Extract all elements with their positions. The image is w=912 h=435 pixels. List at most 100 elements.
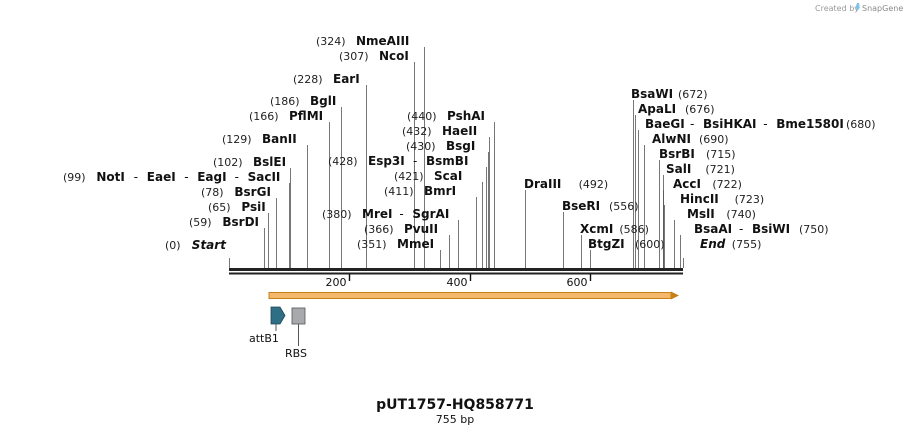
enzyme-separator: - bbox=[413, 154, 417, 168]
enzyme-name[interactable]: BmrI bbox=[424, 184, 456, 198]
enzyme-name[interactable]: BsrGI bbox=[234, 185, 271, 199]
enzyme-name[interactable]: SgrAI bbox=[412, 207, 449, 221]
enzyme-site[interactable]: SalI (721) bbox=[666, 162, 735, 176]
enzyme-name[interactable]: PflMI bbox=[289, 109, 323, 123]
enzyme-site[interactable]: (366) PvuII bbox=[364, 222, 438, 236]
enzyme-name[interactable]: BseRI bbox=[562, 199, 600, 213]
enzyme-name[interactable]: SalI bbox=[666, 162, 691, 176]
enzyme-site[interactable]: End (755) bbox=[700, 237, 761, 251]
sequence-title: pUT1757-HQ858771 bbox=[376, 397, 534, 413]
enzyme-site[interactable]: (428) Esp3I - BsmBI bbox=[328, 154, 468, 168]
enzyme-name[interactable]: MreI bbox=[362, 207, 392, 221]
enzyme-site[interactable]: (440) PshAI bbox=[407, 109, 485, 123]
enzyme-name[interactable]: BsiHKAI bbox=[703, 117, 757, 131]
enzyme-name[interactable]: Bme1580I bbox=[776, 117, 844, 131]
enzyme-site[interactable]: BtgZI (600) bbox=[588, 237, 665, 251]
enzyme-name[interactable]: End bbox=[700, 237, 726, 251]
enzyme-site[interactable]: AlwNI (690) bbox=[652, 132, 729, 146]
enzyme-name[interactable]: BsrDI bbox=[222, 215, 259, 229]
enzyme-site[interactable]: (411) BmrI bbox=[384, 184, 456, 198]
enzyme-position: (411) bbox=[384, 185, 414, 198]
enzyme-name[interactable]: EarI bbox=[333, 72, 360, 86]
enzyme-name[interactable]: EaeI bbox=[147, 170, 176, 184]
enzyme-site[interactable]: (380) MreI - SgrAI bbox=[322, 207, 449, 221]
enzyme-site[interactable]: (432) HaeII bbox=[402, 124, 477, 138]
enzyme-site[interactable]: (129) BanII bbox=[222, 132, 297, 146]
backbone-top-strand bbox=[229, 268, 683, 271]
enzyme-site[interactable]: AccI (722) bbox=[673, 177, 742, 191]
enzyme-name[interactable]: BsgI bbox=[446, 139, 475, 153]
enzyme-site[interactable]: (186) BglI bbox=[270, 94, 336, 108]
enzyme-name[interactable]: ApaLI bbox=[638, 102, 676, 116]
enzyme-name[interactable]: MslI bbox=[687, 207, 715, 221]
enzyme-site[interactable]: (351) MmeI bbox=[357, 237, 434, 251]
enzyme-position: (78) bbox=[201, 186, 224, 199]
enzyme-name[interactable]: NcoI bbox=[379, 49, 409, 63]
enzyme-name[interactable]: HaeII bbox=[442, 124, 477, 138]
enzyme-name[interactable]: Start bbox=[192, 238, 227, 252]
enzyme-site[interactable]: DraIII (492) bbox=[524, 177, 608, 191]
enzyme-site[interactable]: MslI (740) bbox=[687, 207, 756, 221]
enzyme-name[interactable]: BanII bbox=[262, 132, 297, 146]
enzyme-site[interactable]: (307) NcoI bbox=[339, 49, 409, 63]
enzyme-site[interactable]: HincII (723) bbox=[680, 192, 764, 206]
enzyme-name[interactable]: BsiWI bbox=[752, 222, 790, 236]
snapgene-logo-icon bbox=[855, 3, 860, 11]
enzyme-position: (586) bbox=[619, 223, 649, 236]
enzyme-name[interactable]: BglI bbox=[310, 94, 336, 108]
enzyme-name[interactable]: NotI bbox=[96, 170, 125, 184]
enzyme-name[interactable]: AccI bbox=[673, 177, 701, 191]
enzyme-name[interactable]: ScaI bbox=[434, 169, 462, 183]
enzyme-site[interactable]: (0) Start bbox=[165, 238, 227, 252]
enzyme-site[interactable]: (99) NotI - EaeI - EagI - SacII bbox=[63, 170, 280, 184]
enzyme-name[interactable]: BsaAI bbox=[694, 222, 732, 236]
feature-attB1[interactable]: attB1 bbox=[249, 306, 286, 345]
enzyme-site[interactable]: (59) BsrDI bbox=[189, 215, 259, 229]
enzyme-site[interactable]: BseRI (556) bbox=[562, 199, 639, 213]
enzyme-name[interactable]: BsrBI bbox=[659, 147, 695, 161]
enzyme-position: (65) bbox=[208, 201, 231, 214]
enzyme-name[interactable]: BtgZI bbox=[588, 237, 625, 251]
enzyme-separator: - bbox=[184, 170, 188, 184]
enzyme-name[interactable]: Esp3I bbox=[368, 154, 405, 168]
enzyme-position: (129) bbox=[222, 133, 252, 146]
enzyme-site[interactable]: BaeGI - BsiHKAI - Bme1580I (680) bbox=[645, 117, 876, 131]
enzyme-name[interactable]: PsiI bbox=[241, 200, 265, 214]
enzyme-name[interactable]: HincII bbox=[680, 192, 719, 206]
dna-backbone bbox=[229, 268, 683, 275]
enzyme-site[interactable]: (102) BslEI bbox=[213, 155, 286, 169]
enzyme-site[interactable]: BsrBI (715) bbox=[659, 147, 736, 161]
enzyme-name[interactable]: PvuII bbox=[404, 222, 438, 236]
enzyme-site[interactable]: (421) ScaI bbox=[394, 169, 462, 183]
enzyme-name[interactable]: XcmI bbox=[580, 222, 613, 236]
enzyme-name[interactable]: PshAI bbox=[447, 109, 485, 123]
scale-tick-label: 200 bbox=[326, 276, 347, 289]
enzyme-name[interactable]: NmeAIII bbox=[356, 34, 409, 48]
enzyme-position: (600) bbox=[635, 238, 665, 251]
enzyme-name[interactable]: BaeGI bbox=[645, 117, 685, 131]
enzyme-site[interactable]: (430) BsgI bbox=[406, 139, 475, 153]
enzyme-name[interactable]: BsaWI bbox=[631, 87, 673, 101]
enzyme-name[interactable]: BslEI bbox=[253, 155, 286, 169]
enzyme-site[interactable]: BsaWI (672) bbox=[631, 87, 708, 101]
feature-label-attB1: attB1 bbox=[249, 332, 279, 345]
enzyme-site[interactable]: (78) BsrGI bbox=[201, 185, 271, 199]
feature-RBS[interactable]: RBS bbox=[285, 307, 307, 360]
enzyme-name[interactable]: MmeI bbox=[397, 237, 434, 251]
enzyme-site[interactable]: BsaAI - BsiWI (750) bbox=[694, 222, 829, 236]
enzyme-name[interactable]: BsmBI bbox=[426, 154, 468, 168]
enzyme-site[interactable]: (166) PflMI bbox=[249, 109, 323, 123]
branding-created-by: Created by bbox=[815, 4, 859, 13]
enzyme-name[interactable]: SacII bbox=[248, 170, 281, 184]
enzyme-site[interactable]: XcmI (586) bbox=[580, 222, 649, 236]
enzyme-name[interactable]: EagI bbox=[197, 170, 226, 184]
enzyme-name[interactable]: DraIII bbox=[524, 177, 561, 191]
enzyme-name[interactable]: AlwNI bbox=[652, 132, 691, 146]
enzyme-site[interactable]: (324) NmeAIII bbox=[316, 34, 409, 48]
orf-arrow[interactable] bbox=[268, 291, 679, 300]
enzyme-position: (676) bbox=[685, 103, 715, 116]
enzyme-site[interactable]: (65) PsiI bbox=[208, 200, 266, 214]
enzyme-position: (715) bbox=[706, 148, 736, 161]
enzyme-site[interactable]: (228) EarI bbox=[293, 72, 360, 86]
enzyme-site[interactable]: ApaLI (676) bbox=[638, 102, 715, 116]
